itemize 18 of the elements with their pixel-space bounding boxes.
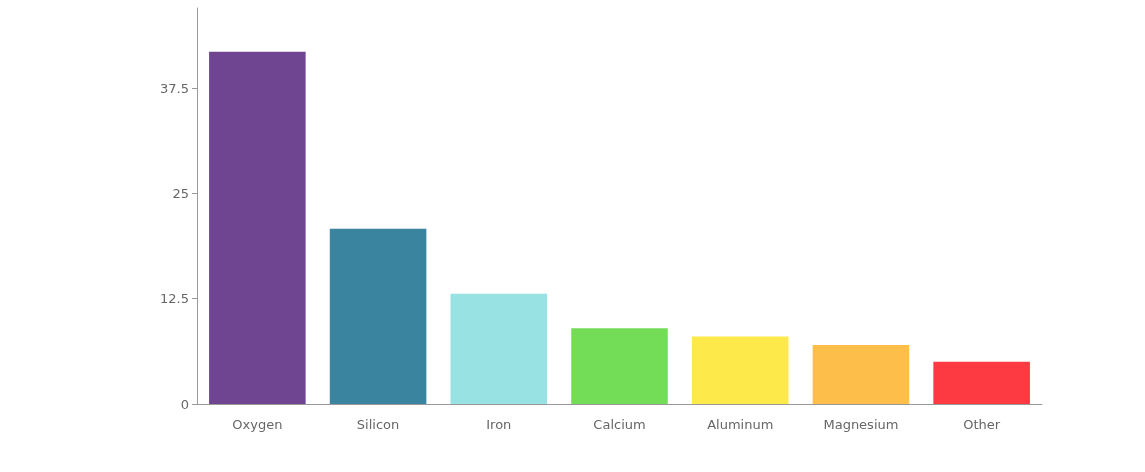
x-tick-label: Aluminum bbox=[707, 417, 774, 432]
bar bbox=[329, 228, 427, 404]
bar bbox=[691, 336, 789, 404]
bar bbox=[571, 328, 668, 404]
x-tick-label: Oxygen bbox=[232, 417, 283, 432]
x-tick-label: Calcium bbox=[593, 417, 646, 432]
bar bbox=[812, 345, 910, 404]
x-tick-label: Iron bbox=[486, 417, 512, 432]
y-tick-label: 25 bbox=[172, 185, 189, 201]
y-tick-label: 12.5 bbox=[160, 291, 189, 307]
bar bbox=[209, 51, 306, 404]
bar bbox=[450, 293, 548, 404]
y-tick-label: 37.5 bbox=[160, 80, 189, 96]
x-tick-label: Magnesium bbox=[823, 417, 899, 432]
x-tick-label: Other bbox=[963, 417, 1001, 432]
bar bbox=[933, 361, 1030, 404]
y-tick-label: 0 bbox=[180, 396, 189, 412]
x-tick-label: Silicon bbox=[356, 417, 400, 432]
